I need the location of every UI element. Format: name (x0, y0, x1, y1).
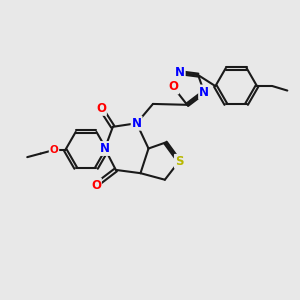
Text: O: O (168, 80, 178, 94)
Text: N: N (132, 117, 142, 130)
Text: O: O (96, 102, 106, 115)
Text: N: N (175, 66, 185, 79)
Text: S: S (175, 155, 183, 168)
Text: N: N (100, 142, 110, 155)
Text: N: N (199, 85, 209, 98)
Text: O: O (50, 145, 58, 155)
Text: O: O (91, 178, 101, 192)
